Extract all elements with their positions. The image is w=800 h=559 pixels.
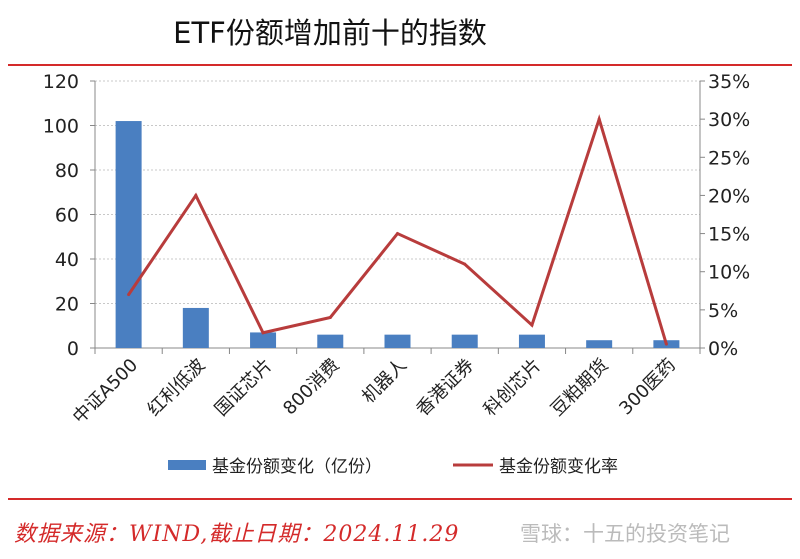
bar: [250, 332, 277, 348]
line-point: [261, 331, 265, 335]
bar: [384, 334, 411, 348]
y-right-tick-label: 10%: [708, 262, 750, 284]
combo-chart: 0 20 40 60 80 100 120 0% 5% 10% 15% 20% 25% 30% 35% 中证A…: [43, 71, 751, 477]
bar: [115, 121, 142, 348]
legend-bar-swatch: [168, 460, 206, 470]
x-tick-label: 红利低波: [144, 355, 210, 421]
y-left-tick-label: 80: [55, 160, 79, 182]
y-right-tick-label: 20%: [708, 185, 750, 207]
data-source: 数据来源：WIND,截止日期：2024.11.29: [14, 522, 460, 547]
y-right-tick-label: 15%: [708, 224, 750, 246]
y-left-tick-label: 120: [43, 71, 79, 93]
y-right-tick-label: 25%: [708, 147, 750, 169]
line-point: [194, 193, 198, 197]
watermark: 雪球：十五的投资笔记: [520, 522, 730, 546]
y-right-tick-label: 35%: [708, 71, 750, 93]
bottom-divider: [8, 498, 792, 500]
line-point: [463, 262, 467, 266]
y-left-tick-label: 40: [55, 249, 79, 271]
bar: [586, 340, 613, 348]
y-left-tick-label: 60: [55, 205, 79, 227]
x-tick-label: 科创芯片: [480, 355, 546, 421]
x-tick-label: 中证A500: [69, 355, 142, 428]
line-point: [396, 232, 399, 236]
bar: [182, 307, 209, 348]
x-tick-label: 800消费: [279, 355, 344, 420]
x-tick-label: 香港证券: [412, 355, 478, 421]
bar: [518, 334, 545, 348]
y-left-tick-label: 0: [67, 338, 79, 360]
line-point: [328, 315, 332, 319]
line-point: [127, 293, 131, 297]
y-right-tick-label: 5%: [708, 300, 738, 322]
y-left-tick-label: 100: [43, 116, 79, 138]
line-point: [597, 117, 601, 121]
rate-line: [127, 114, 668, 345]
x-tick-label: 300医药: [615, 355, 680, 420]
line-point: [530, 323, 534, 327]
bar: [451, 334, 478, 348]
x-tick-label: 机器人: [358, 355, 411, 408]
x-tick-label: 豆粕期货: [547, 355, 613, 421]
bar: [317, 334, 344, 348]
y-right-tick-label: 30%: [708, 109, 750, 131]
line-point: [664, 342, 668, 346]
chart-title: ETF份额增加前十的指数: [173, 16, 487, 50]
legend-bar-label: 基金份额变化（亿份）: [212, 457, 382, 477]
legend-line-label: 基金份额变化率: [499, 457, 618, 477]
top-divider: [8, 64, 792, 66]
y-right-tick-label: 0%: [708, 338, 738, 360]
x-tick-label: 国证芯片: [211, 355, 277, 421]
y-left-tick-label: 20: [55, 294, 79, 316]
